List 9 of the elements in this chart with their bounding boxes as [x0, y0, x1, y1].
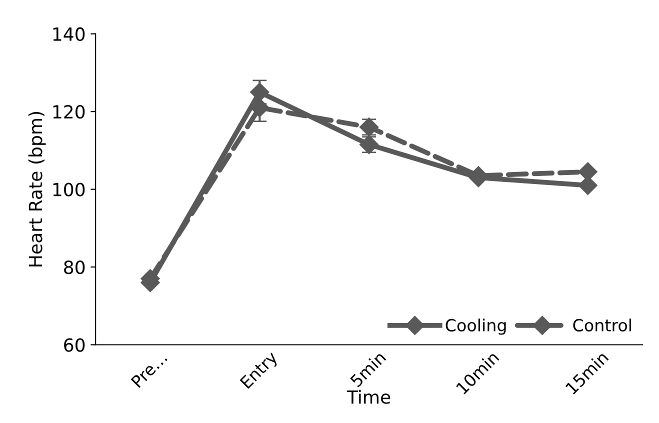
legend-label: Control — [573, 318, 631, 332]
y-tick-label: 60 — [64, 338, 85, 352]
legend-label: Cooling — [446, 318, 506, 335]
y-tick-label: 120 — [53, 105, 85, 119]
y-tick-label: 140 — [53, 27, 85, 41]
y-tick-label: 80 — [64, 260, 85, 274]
x-axis-title: Time — [346, 390, 390, 404]
y-tick-label: 100 — [53, 182, 85, 196]
y-axis-title: Heart Rate (bpm) — [28, 112, 46, 266]
